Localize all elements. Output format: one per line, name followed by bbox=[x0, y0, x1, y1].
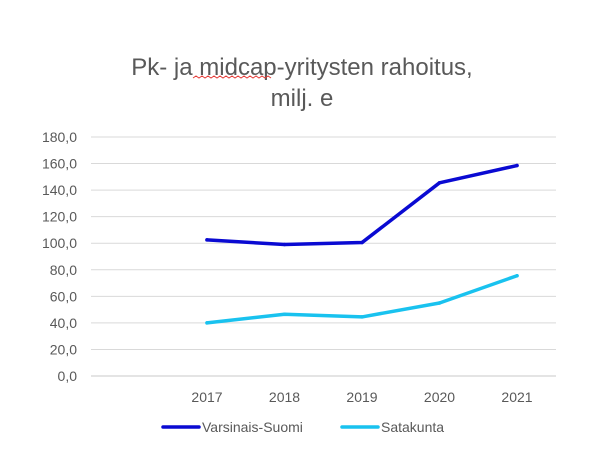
series-satakunta bbox=[205, 274, 519, 325]
legend: Varsinais-Suomi Satakunta bbox=[161, 419, 444, 435]
y-tick-label: 120,0 bbox=[42, 209, 77, 225]
data-point bbox=[437, 301, 442, 305]
x-tick-label: 2018 bbox=[269, 389, 300, 405]
data-point bbox=[515, 274, 519, 278]
legend-item: Varsinais-Suomi bbox=[161, 419, 303, 435]
chart-title: Pk- ja midcap-yritysten rahoitus, milj. … bbox=[131, 54, 472, 112]
y-tick-label: 60,0 bbox=[50, 288, 77, 304]
series-lines bbox=[205, 163, 519, 325]
y-tick-label: 0,0 bbox=[58, 368, 78, 384]
data-point bbox=[282, 242, 287, 247]
grid-lines bbox=[91, 136, 556, 377]
y-tick-label: 160,0 bbox=[42, 156, 77, 172]
y-tick-label: 100,0 bbox=[42, 235, 77, 251]
y-tick-label: 40,0 bbox=[50, 315, 77, 331]
data-point bbox=[205, 321, 209, 325]
y-tick-label: 20,0 bbox=[50, 341, 77, 357]
legend-label: Satakunta bbox=[381, 419, 444, 435]
y-axis-tick-labels: 0,0 20,0 40,0 60,0 80,0 100,0 120,0 140,0 160,0 1… bbox=[42, 129, 77, 384]
y-tick-label: 140,0 bbox=[42, 182, 77, 198]
x-tick-label: 2020 bbox=[424, 389, 455, 405]
series-line bbox=[205, 163, 519, 247]
data-point bbox=[360, 240, 364, 245]
data-point bbox=[360, 315, 364, 319]
y-tick-label: 180,0 bbox=[42, 129, 77, 145]
y-tick-label: 80,0 bbox=[50, 262, 77, 278]
chart-title-line-1: Pk- ja midcap-yritysten rahoitus, bbox=[131, 54, 472, 81]
legend-label: Varsinais-Suomi bbox=[202, 419, 303, 435]
x-tick-label: 2017 bbox=[191, 389, 222, 405]
x-tick-label: 2021 bbox=[501, 389, 532, 405]
spellcheck-underline bbox=[192, 75, 272, 79]
series-varsinais-suomi bbox=[205, 163, 519, 247]
data-point bbox=[205, 238, 209, 242]
data-point bbox=[437, 181, 442, 185]
data-point bbox=[282, 312, 287, 317]
chart-title-line-2: milj. e bbox=[271, 85, 334, 112]
x-tick-label: 2019 bbox=[346, 389, 377, 405]
data-point bbox=[515, 163, 519, 168]
x-axis-tick-labels: 2017 2018 2019 2020 2021 bbox=[191, 389, 532, 405]
legend-item: Satakunta bbox=[340, 419, 444, 435]
